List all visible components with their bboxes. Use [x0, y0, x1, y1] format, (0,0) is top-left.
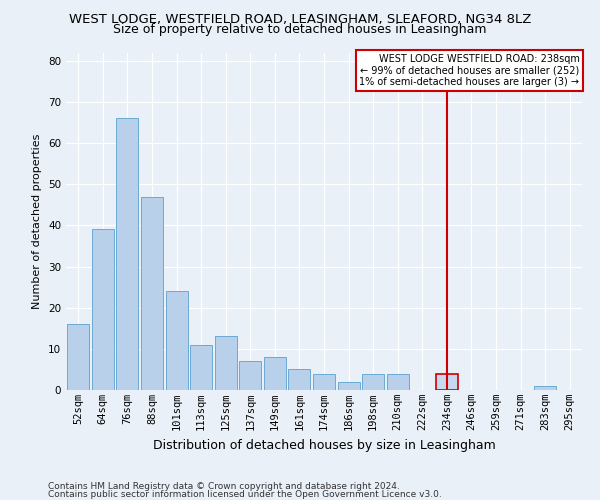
Y-axis label: Number of detached properties: Number of detached properties: [32, 134, 43, 309]
Bar: [436, 374, 458, 390]
Text: WEST LODGE WESTFIELD ROAD: 238sqm
← 99% of detached houses are smaller (252)
1% : WEST LODGE WESTFIELD ROAD: 238sqm ← 99% …: [359, 54, 580, 88]
Text: WEST LODGE, WESTFIELD ROAD, LEASINGHAM, SLEAFORD, NG34 8LZ: WEST LODGE, WESTFIELD ROAD, LEASINGHAM, …: [69, 12, 531, 26]
Bar: [141, 196, 163, 390]
X-axis label: Distribution of detached houses by size in Leasingham: Distribution of detached houses by size …: [152, 438, 496, 452]
Bar: [386, 374, 409, 390]
Bar: [362, 374, 384, 390]
Text: Size of property relative to detached houses in Leasingham: Size of property relative to detached ho…: [113, 22, 487, 36]
Bar: [92, 230, 114, 390]
Bar: [116, 118, 139, 390]
Bar: [239, 361, 262, 390]
Bar: [190, 344, 212, 390]
Text: Contains HM Land Registry data © Crown copyright and database right 2024.: Contains HM Land Registry data © Crown c…: [48, 482, 400, 491]
Bar: [289, 370, 310, 390]
Bar: [534, 386, 556, 390]
Bar: [264, 357, 286, 390]
Bar: [166, 291, 188, 390]
Bar: [313, 374, 335, 390]
Bar: [215, 336, 237, 390]
Bar: [67, 324, 89, 390]
Bar: [338, 382, 359, 390]
Text: Contains public sector information licensed under the Open Government Licence v3: Contains public sector information licen…: [48, 490, 442, 499]
